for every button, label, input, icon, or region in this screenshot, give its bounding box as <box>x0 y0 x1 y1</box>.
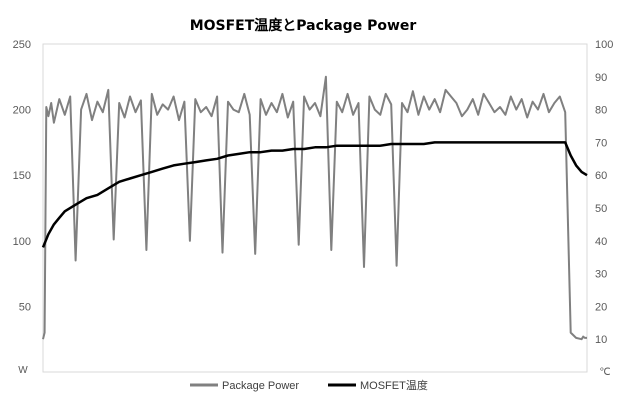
series-layer <box>41 75 588 341</box>
right-tick-label: 70 <box>595 137 607 149</box>
right-tick-label: 90 <box>595 72 607 84</box>
chart-title: MOSFET温度とPackage Power <box>190 17 417 34</box>
right-tick-label: 80 <box>595 105 607 117</box>
right-tick-label: 50 <box>595 203 607 215</box>
legend-item-mosfet-temp: MOSFET温度 <box>328 378 428 392</box>
right-axis: 100 90 80 70 60 50 40 30 20 10 <box>595 39 613 346</box>
left-tick-label: 200 <box>13 105 31 117</box>
left-tick-label: 250 <box>13 39 31 51</box>
left-axis-unit: W <box>18 365 28 376</box>
right-tick-label: 30 <box>595 269 607 281</box>
right-tick-label: 10 <box>595 334 607 346</box>
right-tick-label: 60 <box>595 170 607 182</box>
left-tick-label: 50 <box>19 301 31 313</box>
series-line-mosfet-temp <box>41 141 588 248</box>
right-tick-label: 40 <box>595 236 607 248</box>
legend-item-package-power: Package Power <box>190 380 299 392</box>
left-tick-label: 150 <box>13 170 31 182</box>
left-tick-label: 100 <box>13 236 31 248</box>
right-axis-unit: ℃ <box>599 367 610 378</box>
legend-label-mosfet-temp: MOSFET温度 <box>360 378 428 392</box>
series-line-package-power <box>42 75 587 341</box>
legend: Package Power MOSFET温度 <box>190 378 428 392</box>
right-tick-label: 20 <box>595 301 607 313</box>
plot-area <box>42 43 588 373</box>
legend-label-package-power: Package Power <box>222 380 299 392</box>
right-tick-label: 100 <box>595 39 613 51</box>
left-axis: 250 200 150 100 50 <box>13 39 31 313</box>
